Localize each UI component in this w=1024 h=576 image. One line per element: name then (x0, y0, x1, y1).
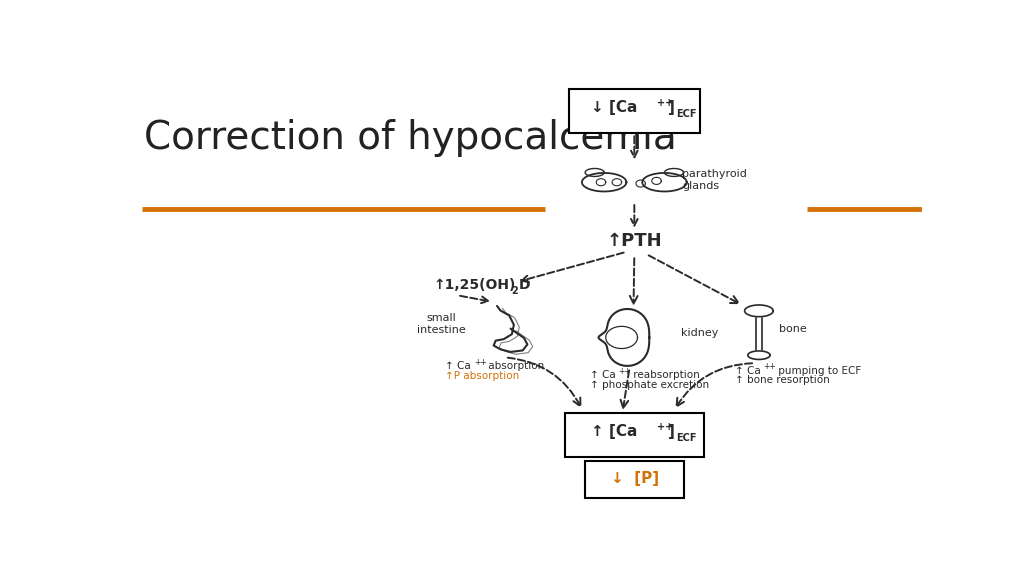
Text: ↑1,25(OH): ↑1,25(OH) (433, 278, 516, 292)
Text: D: D (519, 278, 530, 292)
Bar (569, 89, 699, 134)
Text: ++: ++ (656, 98, 673, 108)
Text: kidney: kidney (681, 328, 719, 338)
Text: ECF: ECF (677, 433, 697, 443)
Text: ++: ++ (656, 422, 673, 432)
Text: ]: ] (668, 424, 675, 439)
Text: ]: ] (668, 100, 675, 115)
Bar (756, 311, 762, 355)
Text: ↑ Ca: ↑ Ca (735, 366, 761, 376)
Text: ++: ++ (618, 367, 631, 376)
Text: pumping to ECF: pumping to ECF (775, 366, 861, 376)
Bar (565, 413, 703, 457)
Text: ↑ Ca: ↑ Ca (590, 370, 615, 380)
Text: ↓  [P]: ↓ [P] (610, 471, 658, 486)
Text: ↑ Ca: ↑ Ca (445, 361, 471, 372)
Text: ↑ bone resorption: ↑ bone resorption (735, 376, 829, 385)
Bar (585, 461, 684, 498)
Text: ↑ [Ca: ↑ [Ca (591, 424, 637, 439)
Polygon shape (748, 351, 770, 359)
Text: ECF: ECF (677, 109, 697, 119)
Text: 2: 2 (511, 286, 518, 296)
Text: reabsorption: reabsorption (630, 370, 699, 380)
Text: ↑P absorption: ↑P absorption (445, 371, 520, 381)
Text: Correction of hypocalcemia: Correction of hypocalcemia (143, 119, 677, 157)
Text: ++: ++ (474, 358, 486, 367)
Text: bone: bone (779, 324, 807, 334)
Polygon shape (744, 305, 773, 317)
Text: small
intestine: small intestine (417, 313, 466, 335)
Text: parathyroid
glands: parathyroid glands (682, 169, 746, 191)
Text: ↑PTH: ↑PTH (606, 232, 663, 250)
Text: ↑ phosphate excretion: ↑ phosphate excretion (590, 380, 709, 390)
Text: absorption: absorption (485, 361, 545, 372)
Text: ++: ++ (764, 362, 776, 371)
Text: ↓ [Ca: ↓ [Ca (591, 100, 637, 115)
